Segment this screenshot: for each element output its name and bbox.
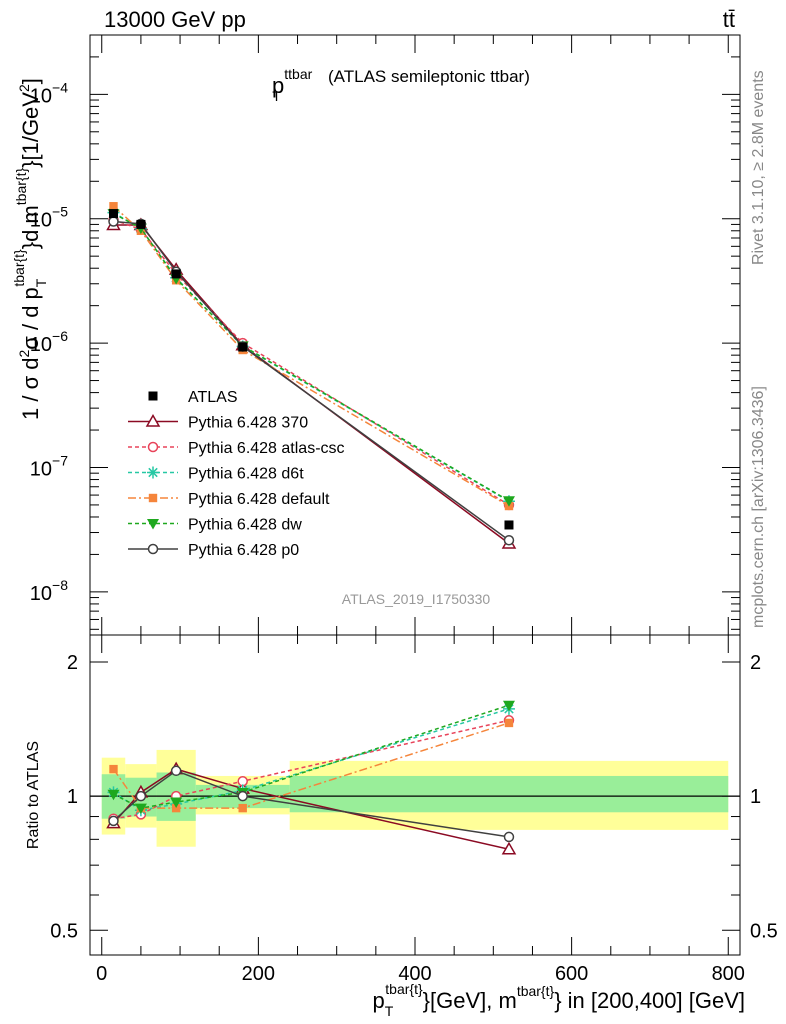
series-line <box>112 205 510 507</box>
ratio-y-tick-label-right: 0.5 <box>750 920 778 942</box>
series-line <box>113 212 510 502</box>
series-pythia-6.428-atlas-csc <box>108 214 515 511</box>
ratio-series-layer <box>106 700 517 855</box>
legend-label: ATLAS <box>188 389 238 406</box>
legend: ATLAS Pythia 6.428 370 Pythia 6.428 atlas-… <box>128 389 345 559</box>
main-y-tick-label: 10−5 <box>30 204 68 232</box>
source-label: mcplots.cern.ch [arXiv:1306.3436] <box>750 386 767 628</box>
ratio-point <box>503 831 515 843</box>
energy-label: 13000 GeV pp <box>104 7 246 32</box>
data-point <box>108 216 119 227</box>
data-point <box>503 535 515 546</box>
ratio-y-tick-label: 0.5 <box>50 920 78 942</box>
series-line <box>113 211 510 502</box>
x-tick-label: 800 <box>712 963 745 985</box>
series-pythia-6.428-default <box>109 202 514 511</box>
ratio-point <box>502 700 515 712</box>
x-tick-label: 200 <box>242 963 275 985</box>
legend-marker <box>145 413 161 427</box>
series-pythia-6.428-dw <box>107 209 515 507</box>
legend-marker <box>148 391 158 401</box>
rivet-label: Rivet 3.1.10, ≥ 2.8M events <box>750 70 767 265</box>
data-point <box>109 202 118 211</box>
chart-title: pttbar T (ATLAS semileptonic ttbar) <box>272 66 530 106</box>
atlas-data-point <box>504 520 514 530</box>
legend-marker <box>147 519 159 530</box>
watermark: ATLAS_2019_I1750330 <box>342 591 491 607</box>
atlas-data-point <box>171 269 181 279</box>
x-tick-label: 400 <box>398 963 431 985</box>
main-y-tick-labels: 10−8 10−7 10−6 10−5 10−4 <box>30 79 68 605</box>
atlas-data-point <box>108 209 118 219</box>
legend-entry: Pythia 6.428 370 <box>128 413 308 432</box>
legend-label: Pythia 6.428 d6t <box>188 466 304 483</box>
ratio-point <box>171 803 181 813</box>
ratio-y-axis-label: Ratio to ATLAS <box>25 741 42 849</box>
series-pythia-6.428-d6t <box>107 206 515 508</box>
main-y-tick-label: 10−6 <box>30 328 68 356</box>
ratio-point <box>237 790 248 802</box>
stat-band <box>289 775 729 813</box>
ratio-point <box>237 776 248 787</box>
legend-entry: ATLAS <box>148 389 238 406</box>
main-y-axis-label: 1 / σ d2σ / d pTtbar{t}}d mtbar{t}}[1/Ge… <box>11 78 49 420</box>
ratio-y-tick-label-right: 2 <box>750 652 761 674</box>
ratio-bands <box>90 749 740 847</box>
ratio-point <box>109 764 118 774</box>
legend-label: Pythia 6.428 atlas-csc <box>188 440 345 457</box>
atlas-data-point <box>238 342 248 352</box>
ratio-y-tick-labels: 0.5 0.5 1 1 2 2 <box>50 652 778 942</box>
ratio-point <box>170 797 183 809</box>
ratio-y-tick-label: 2 <box>67 652 78 674</box>
ratio-point <box>135 790 147 802</box>
ratio-point <box>238 803 247 813</box>
legend-entry: Pythia 6.428 atlas-csc <box>128 440 345 457</box>
ratio-series-pythia-6.428-p0 <box>108 765 515 843</box>
main-y-tick-label: 10−4 <box>30 79 68 107</box>
ratio-x-tick-labels: 0 200 400 600 800 <box>96 963 745 985</box>
title-rest: (ATLAS semileptonic ttbar) <box>328 67 530 86</box>
ratio-ticks <box>90 635 740 955</box>
legend-label: Pythia 6.428 370 <box>188 415 308 432</box>
atlas-data-point <box>136 219 146 229</box>
title-sup: ttbar <box>284 66 312 82</box>
ratio-y-tick-label: 1 <box>67 786 78 808</box>
x-tick-label: 600 <box>555 963 588 985</box>
ratio-point <box>501 841 517 855</box>
legend-label: Pythia 6.428 dw <box>188 517 302 534</box>
ratio-point <box>108 815 119 827</box>
main-panel: 10−8 10−7 10−6 10−5 10−4 pttbar T (ATLAS semi… <box>11 34 741 636</box>
series-line <box>113 219 510 506</box>
ratio-point <box>170 765 182 777</box>
legend-entry: Pythia 6.428 default <box>128 491 330 508</box>
legend-entry: Pythia 6.428 p0 <box>128 542 299 559</box>
legend-marker <box>147 543 159 555</box>
title-sub: T <box>272 88 281 104</box>
legend-marker <box>147 441 159 453</box>
data-point <box>502 496 515 507</box>
ratio-panel: 0.5 0.51 12 2 0 200 400 600 800 Ratio to ATLAS … <box>25 634 778 1019</box>
legend-label: Pythia 6.428 p0 <box>188 542 299 559</box>
x-axis-label: pTtbar{t}}[GeV], mtbar{t}} in [200,400] … <box>372 981 745 1019</box>
legend-label: Pythia 6.428 default <box>188 491 330 508</box>
process-label: tt̄ <box>723 7 735 32</box>
main-ticks <box>90 35 740 635</box>
ratio-point <box>504 718 514 728</box>
series-atlas <box>108 209 514 530</box>
main-series-layer <box>106 202 517 549</box>
legend-marker <box>147 466 159 479</box>
main-y-tick-label: 10−7 <box>30 452 68 480</box>
main-y-tick-label: 10−8 <box>30 577 68 605</box>
ratio-point <box>134 803 147 815</box>
legend-entry: Pythia 6.428 d6t <box>128 466 304 483</box>
ratio-line <box>113 719 510 820</box>
legend-entry: Pythia 6.428 dw <box>128 517 302 534</box>
legend-marker <box>148 493 158 503</box>
ratio-y-tick-label-right: 1 <box>750 786 761 808</box>
ratio-point <box>107 789 120 801</box>
x-tick-label: 0 <box>96 963 107 985</box>
